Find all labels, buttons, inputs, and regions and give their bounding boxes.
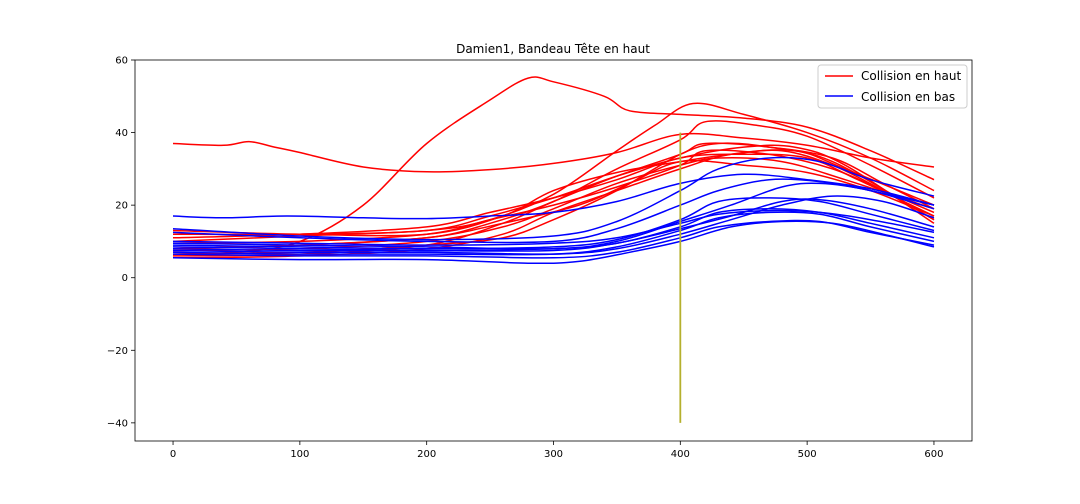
- y-tick-label: 60: [115, 56, 128, 67]
- x-tick-label: 100: [290, 449, 309, 460]
- x-tick-label: 600: [924, 449, 943, 460]
- x-tick-label: 300: [544, 449, 563, 460]
- series-line-bas-22: [172, 209, 935, 246]
- series-line-bas-24: [172, 198, 935, 252]
- x-tick-label: 200: [417, 449, 436, 460]
- series-line-bas-15: [172, 156, 935, 241]
- series-line-bas-19: [172, 211, 935, 256]
- series-line-bas-16: [172, 178, 935, 244]
- x-tick-label: 0: [170, 449, 176, 460]
- legend: Collision en haut Collision en bas: [817, 64, 968, 109]
- series-line-bas-23: [172, 195, 935, 255]
- chart-title: Damien1, Bandeau Tête en haut: [456, 42, 650, 56]
- series-line-bas-25: [172, 182, 935, 250]
- y-tick-label: −40: [107, 418, 128, 429]
- x-tick-label: 500: [798, 449, 817, 460]
- y-tick-label: −20: [107, 346, 128, 357]
- x-axis: 0 100 200 300 400 500 600: [170, 441, 944, 460]
- y-tick-label: 20: [115, 201, 128, 212]
- series-line-bas-21: [172, 220, 935, 265]
- legend-label-bas: Collision en bas: [861, 90, 955, 104]
- y-axis: −40 −20 0 20 40 60: [107, 56, 135, 429]
- y-tick-label: 40: [115, 128, 128, 139]
- series-line-haut-1: [172, 132, 935, 173]
- series-line-haut-11: [172, 144, 935, 236]
- legend-box: [817, 64, 968, 109]
- y-tick-label: 0: [122, 273, 128, 284]
- x-tick-label: 400: [671, 449, 690, 460]
- plot-lines: [172, 76, 935, 265]
- legend-label-haut: Collision en haut: [861, 69, 961, 83]
